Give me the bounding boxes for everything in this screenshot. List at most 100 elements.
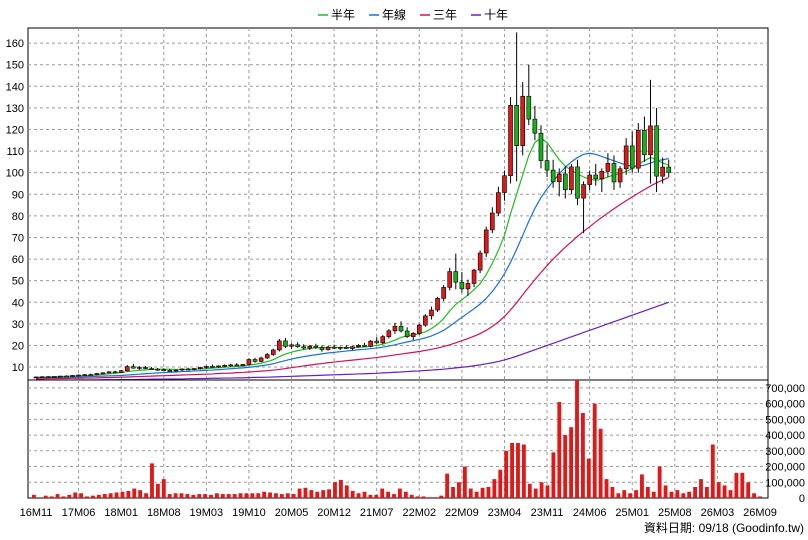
candle-body-65 <box>429 309 434 317</box>
candle-10 <box>94 373 100 376</box>
candle-56 <box>374 337 380 345</box>
candle-85 <box>550 159 556 188</box>
volume-bars <box>32 380 762 498</box>
candle-body-75 <box>490 212 495 231</box>
candle-88 <box>569 164 574 195</box>
candle-body-11 <box>100 372 106 375</box>
candle-70 <box>459 272 465 293</box>
volume-panel: 0 100,000 200,000 300,000 400,000 500,000 600,… <box>27 379 805 505</box>
volume-bar-65 <box>415 496 420 498</box>
candle-87 <box>563 166 568 199</box>
volume-bar-114 <box>704 486 709 498</box>
volume-bar-66 <box>421 496 426 498</box>
candle-58 <box>386 329 392 339</box>
volume-bar-106 <box>657 466 662 498</box>
volume-bar-85 <box>533 488 538 498</box>
candle-30 <box>216 365 221 368</box>
x-tick-label-14: 25M01 <box>615 507 649 519</box>
price-tick-label-3: 40 <box>12 297 24 309</box>
candle-8 <box>82 373 87 376</box>
volume-bar-35 <box>238 493 243 498</box>
candle-4 <box>58 375 63 378</box>
candle-body-71 <box>465 283 471 290</box>
volume-bar-96 <box>598 428 603 498</box>
volume-bar-119 <box>734 472 739 498</box>
volume-bar-90 <box>563 435 568 498</box>
candle-12 <box>106 371 112 374</box>
volume-tick-label-3: 300,000 <box>765 446 805 458</box>
candle-body-74 <box>483 229 489 254</box>
volume-bar-19 <box>144 493 148 498</box>
volume-bar-17 <box>132 488 137 498</box>
candle-body-85 <box>550 169 556 183</box>
candle-0 <box>33 376 39 379</box>
volume-bar-40 <box>268 492 272 498</box>
footer: 資料日期: 09/18 (Goodinfo.tw) <box>644 519 804 536</box>
price-tick-label-10: 110 <box>6 146 24 158</box>
candle-104 <box>666 159 672 178</box>
volume-bar-14 <box>114 492 119 498</box>
volume-bar-116 <box>716 482 721 498</box>
volume-bar-36 <box>244 493 249 498</box>
candle-16 <box>131 363 136 369</box>
volume-bar-92 <box>575 380 579 498</box>
volume-bar-86 <box>539 482 544 498</box>
volume-bar-57 <box>368 494 373 498</box>
candle-64 <box>423 314 428 327</box>
candle-body-20 <box>155 368 160 371</box>
candle-84 <box>544 144 550 178</box>
x-tick-label-11: 23M04 <box>488 507 522 519</box>
volume-tick-label-6: 600,000 <box>765 399 805 411</box>
candle-48 <box>325 345 331 351</box>
candle-body-53 <box>356 344 361 348</box>
candle-body-73 <box>477 252 483 271</box>
price-tick-label-11: 120 <box>6 124 24 136</box>
volume-bar-115 <box>710 444 715 498</box>
volume-bar-33 <box>226 494 231 498</box>
x-tick-label-5: 19M10 <box>232 507 266 519</box>
candle-57 <box>380 335 386 344</box>
candle-body-35 <box>246 359 252 365</box>
candle-body-88 <box>569 166 574 191</box>
volume-bar-3 <box>49 496 54 498</box>
candle-28 <box>204 365 209 369</box>
candle-69 <box>453 253 459 290</box>
volume-bar-4 <box>55 494 60 498</box>
price-tick-label-9: 100 <box>6 168 24 180</box>
candle-93 <box>599 168 605 193</box>
candle-body-90 <box>581 184 586 199</box>
candle-37 <box>258 356 264 363</box>
candle-body-50 <box>337 347 343 349</box>
volume-bar-110 <box>681 493 686 498</box>
candle-53 <box>356 344 361 348</box>
candle-body-93 <box>599 171 605 180</box>
candle-body-5 <box>64 375 69 378</box>
volume-bar-101 <box>628 493 633 498</box>
volume-tick-label-7: 700,000 <box>765 383 805 395</box>
candle-body-4 <box>58 375 63 378</box>
volume-bar-73 <box>462 466 467 498</box>
candle-body-14 <box>118 370 124 373</box>
candle-24 <box>179 368 185 371</box>
volume-bar-89 <box>557 402 562 498</box>
volume-bar-103 <box>640 474 644 498</box>
volume-bar-117 <box>722 485 727 498</box>
volume-bar-95 <box>592 403 597 498</box>
price-tick-label-7: 80 <box>12 211 24 223</box>
volume-tick-label-4: 400,000 <box>765 430 805 442</box>
volume-bar-44 <box>291 494 296 498</box>
legend-label-1: 年線 <box>382 7 406 22</box>
volume-bar-54 <box>350 490 355 498</box>
candle-72 <box>471 268 477 288</box>
volume-bar-75 <box>474 491 479 498</box>
candle-body-44 <box>301 346 306 349</box>
candle-body-70 <box>459 281 465 290</box>
candle-body-92 <box>593 174 599 180</box>
candle-21 <box>161 368 167 371</box>
candle-body-60 <box>398 325 404 332</box>
candle-95 <box>611 155 617 190</box>
volume-bar-45 <box>297 488 302 498</box>
candle-body-72 <box>471 269 477 284</box>
candle-9 <box>88 373 94 376</box>
x-tick-label-13: 24M06 <box>573 507 607 519</box>
